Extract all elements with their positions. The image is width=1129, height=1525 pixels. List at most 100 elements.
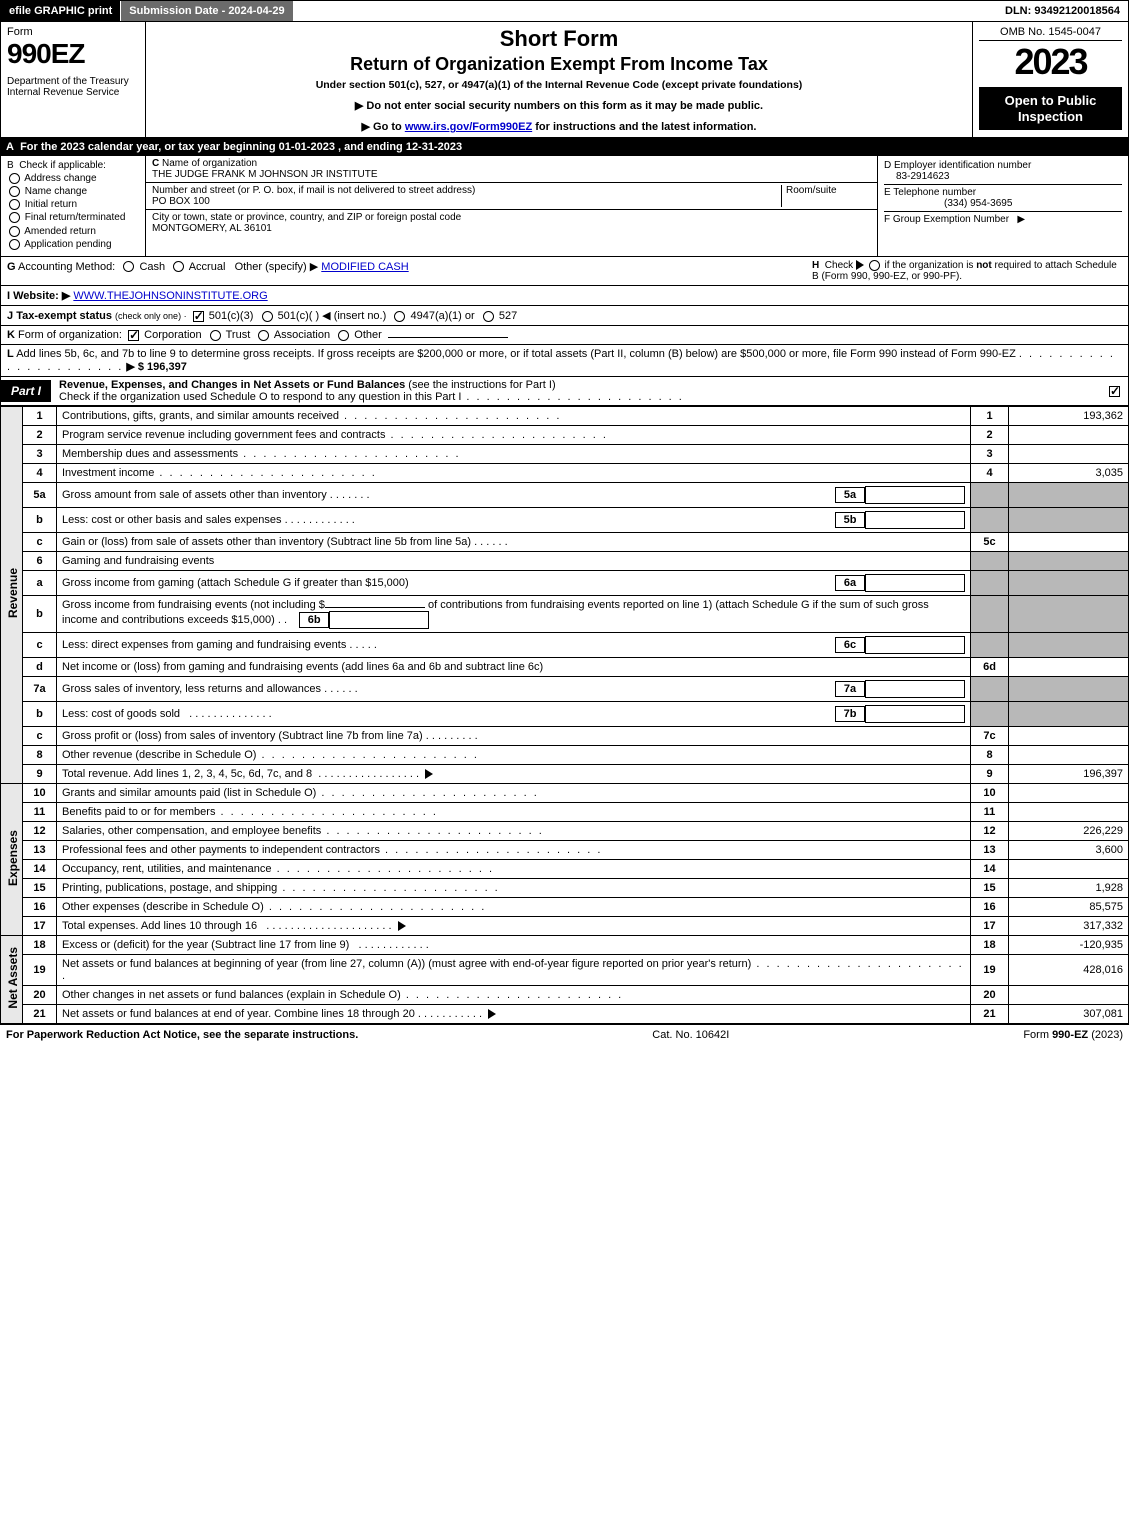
h-text: Check if the organization is not require… [812,260,1117,282]
radio-527[interactable] [483,311,494,322]
col-b: B Check if applicable: Address change Na… [1,156,146,256]
table-row: c Less: direct expenses from gaming and … [1,632,1129,657]
efile-print-button[interactable]: efile GRAPHIC print [1,1,121,21]
l-text: Add lines 5b, 6c, and 7b to line 9 to de… [16,348,1016,360]
part1-title: Revenue, Expenses, and Changes in Net As… [51,377,1103,405]
table-row: 5a Gross amount from sale of assets othe… [1,482,1129,507]
radio-accrual[interactable] [173,261,184,272]
note-goto-post: for instructions and the latest informat… [532,121,756,133]
form-number: 990EZ [7,38,139,70]
tel-label: Telephone number [893,187,976,198]
part1-header: Part I Revenue, Expenses, and Changes in… [0,377,1129,406]
table-row: b Less: cost of goods sold . . . . . . .… [1,701,1129,726]
arrow-icon [856,260,864,270]
city-value: MONTGOMERY, AL 36101 [152,223,272,234]
k-label: Form of organization: [18,329,122,341]
table-row: Expenses 10Grants and similar amounts pa… [1,783,1129,802]
chk-initial-return[interactable]: Initial return [7,199,139,210]
street-row: Number and street (or P. O. box, if mail… [146,183,877,210]
arrow-icon [398,921,406,931]
radio-other-org[interactable] [338,330,349,341]
radio-trust[interactable] [210,330,221,341]
row-gh: G Accounting Method: Cash Accrual Other … [0,257,1129,286]
table-row: 3Membership dues and assessments3 [1,444,1129,463]
table-row: 4Investment income43,035 [1,463,1129,482]
line-amount: 193,362 [1009,406,1129,425]
footer-left: For Paperwork Reduction Act Notice, see … [6,1029,358,1041]
chk-amended-return[interactable]: Amended return [7,226,139,237]
table-row: dNet income or (loss) from gaming and fu… [1,657,1129,676]
header-mid: Short Form Return of Organization Exempt… [146,22,973,137]
org-name: THE JUDGE FRANK M JOHNSON JR INSTITUTE [152,169,378,180]
radio-501c[interactable] [262,311,273,322]
city-row: City or town, state or province, country… [146,210,877,236]
grp-label: Group Exemption Number [893,214,1009,225]
table-row: cGross profit or (loss) from sales of in… [1,726,1129,745]
arrow-icon [488,1009,496,1019]
g-label: Accounting Method: [18,261,115,273]
table-row: 19Net assets or fund balances at beginni… [1,954,1129,985]
line-desc: Contributions, gifts, grants, and simila… [57,406,971,425]
row-j: J Tax-exempt status (check only one) · 5… [0,306,1129,326]
header-left: Form 990EZ Department of the Treasury In… [1,22,146,137]
table-row: b Gross income from fundraising events (… [1,595,1129,632]
chk-corporation[interactable] [128,330,139,341]
submission-date-button[interactable]: Submission Date - 2024-04-29 [121,1,293,21]
form-word: Form [7,26,139,38]
radio-cash[interactable] [123,261,134,272]
block-bcd: B Check if applicable: Address change Na… [0,156,1129,257]
form-header: Form 990EZ Department of the Treasury In… [0,22,1129,138]
radio-association[interactable] [258,330,269,341]
note-ssn: ▶ Do not enter social security numbers o… [154,99,964,112]
page-footer: For Paperwork Reduction Act Notice, see … [0,1024,1129,1045]
chk-501c3[interactable] [193,311,204,322]
chk-application-pending[interactable]: Application pending [7,239,139,250]
form-title: Return of Organization Exempt From Incom… [154,54,964,75]
note-goto: ▶ Go to www.irs.gov/Form990EZ for instru… [154,120,964,133]
chk-final-return[interactable]: Final return/terminated [7,212,139,223]
col-d: D Employer identification number83-29146… [878,156,1128,256]
table-row: 16Other expenses (describe in Schedule O… [1,897,1129,916]
short-form-title: Short Form [154,26,964,52]
j-label: Tax-exempt status [16,310,112,322]
accounting-other-link[interactable]: MODIFIED CASH [321,261,408,273]
header-right: OMB No. 1545-0047 2023 Open to Public In… [973,22,1128,137]
part1-tag: Part I [1,380,51,402]
radio-4947[interactable] [394,311,405,322]
b-label: Check if applicable: [19,160,106,171]
row-k: K Form of organization: Corporation Trus… [0,326,1129,345]
netassets-side-label: Net Assets [1,935,23,1023]
irs-link[interactable]: www.irs.gov/Form990EZ [405,121,532,133]
table-row: 2Program service revenue including gover… [1,425,1129,444]
table-row: Net Assets 18Excess or (deficit) for the… [1,935,1129,954]
i-label: Website: ▶ [13,290,70,302]
row-i: I Website: ▶ WWW.THEJOHNSONINSTITUTE.ORG [0,286,1129,306]
chk-name-change[interactable]: Name change [7,186,139,197]
footer-right: Form 990-EZ (2023) [1023,1029,1123,1041]
omb-number: OMB No. 1545-0047 [979,26,1122,41]
table-row: 17Total expenses. Add lines 10 through 1… [1,916,1129,935]
col-c: C Name of organization THE JUDGE FRANK M… [146,156,878,256]
radio-h[interactable] [869,260,880,271]
expenses-side-label: Expenses [1,783,23,935]
table-row: a Gross income from gaming (attach Sched… [1,570,1129,595]
org-name-row: C Name of organization THE JUDGE FRANK M… [146,156,877,183]
lines-table: Revenue 1 Contributions, gifts, grants, … [0,406,1129,1024]
table-row: 9Total revenue. Add lines 1, 2, 3, 4, 5c… [1,764,1129,783]
street-value: PO BOX 100 [152,196,210,207]
table-row: 6Gaming and fundraising events [1,551,1129,570]
website-link[interactable]: WWW.THEJOHNSONINSTITUTE.ORG [73,290,267,302]
footer-cat: Cat. No. 10642I [652,1029,729,1041]
street-label: Number and street (or P. O. box, if mail… [152,185,475,196]
table-row: 14Occupancy, rent, utilities, and mainte… [1,859,1129,878]
topbar-spacer [294,1,997,21]
chk-address-change[interactable]: Address change [7,173,139,184]
form-subtitle: Under section 501(c), 527, or 4947(a)(1)… [154,79,964,91]
row-a: A For the 2023 calendar year, or tax yea… [0,138,1129,156]
tel-value: (334) 954-3695 [884,198,1012,209]
table-row: 20Other changes in net assets or fund ba… [1,985,1129,1004]
table-row: 11Benefits paid to or for members11 [1,802,1129,821]
row-l: L Add lines 5b, 6c, and 7b to line 9 to … [0,345,1129,377]
part1-checkbox[interactable] [1103,383,1128,399]
arrow-icon [425,769,433,779]
